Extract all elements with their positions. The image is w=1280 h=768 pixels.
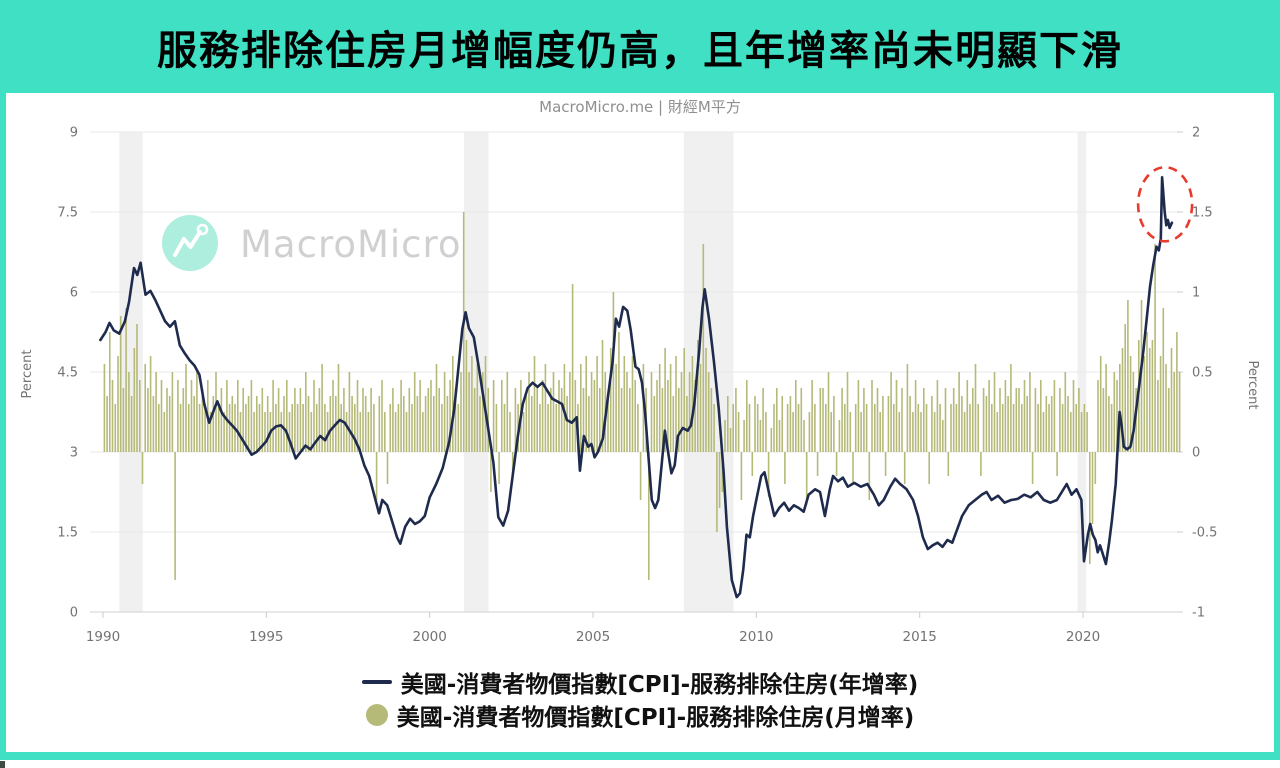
legend-label-mom: 美國-消費者物價指數[CPI]-服務排除住房(月增率) xyxy=(396,705,915,731)
svg-text:0.5: 0.5 xyxy=(1192,366,1213,381)
corner-chip xyxy=(0,761,5,768)
svg-text:Percent: Percent xyxy=(20,350,35,399)
svg-text:6: 6 xyxy=(70,286,78,301)
gridlines xyxy=(90,131,1183,618)
source-caption: MacroMicro.me | 財經M平方 xyxy=(0,96,1280,117)
svg-text:2020: 2020 xyxy=(1066,629,1100,645)
svg-text:0: 0 xyxy=(1192,446,1200,461)
svg-text:-1: -1 xyxy=(1192,606,1205,621)
legend-label-yoy: 美國-消費者物價指數[CPI]-服務排除住房(年增率) xyxy=(400,672,919,698)
card-border-bottom xyxy=(0,752,1280,760)
svg-text:2: 2 xyxy=(1192,126,1200,141)
svg-text:7.5: 7.5 xyxy=(57,206,78,221)
source-text: MacroMicro.me | 財經M平方 xyxy=(539,98,741,116)
svg-text:MacroMicro: MacroMicro xyxy=(240,223,462,266)
title-banner: 服務排除住房月增幅度仍高，且年增率尚未明顯下滑 xyxy=(0,0,1280,93)
legend: 美國-消費者物價指數[CPI]-服務排除住房(年增率) 美國-消費者物價指數[C… xyxy=(0,666,1280,731)
bar-series xyxy=(103,212,1181,580)
svg-text:2000: 2000 xyxy=(412,629,446,645)
svg-text:1.5: 1.5 xyxy=(1192,206,1213,221)
svg-text:1990: 1990 xyxy=(86,629,120,645)
svg-text:1.5: 1.5 xyxy=(57,526,78,541)
svg-text:0: 0 xyxy=(70,606,78,621)
card-border-left xyxy=(0,93,6,752)
highlight-ellipse xyxy=(1136,166,1194,243)
svg-text:1995: 1995 xyxy=(249,629,283,645)
page-title: 服務排除住房月增幅度仍高，且年增率尚未明顯下滑 xyxy=(157,27,1123,74)
axis-labels: 0 1.5 3 4.5 6 7.5 9 -1 -0.5 0 0.5 1 1.5 2 1990 1995 2000… xyxy=(20,126,1260,646)
svg-text:Percent: Percent xyxy=(1245,361,1260,410)
svg-text:3: 3 xyxy=(70,446,78,461)
card-border-right xyxy=(1274,93,1280,752)
svg-text:2005: 2005 xyxy=(576,629,610,645)
svg-text:2010: 2010 xyxy=(739,629,773,645)
svg-text:-0.5: -0.5 xyxy=(1192,526,1217,541)
svg-text:1: 1 xyxy=(1192,286,1200,301)
svg-text:4.5: 4.5 xyxy=(57,366,78,381)
line-series xyxy=(99,176,1174,599)
svg-text:2015: 2015 xyxy=(902,629,936,645)
legend-item-mom[interactable]: 美國-消費者物價指數[CPI]-服務排除住房(月增率) xyxy=(365,699,915,731)
svg-text:9: 9 xyxy=(70,126,78,141)
line-series-icon xyxy=(361,680,392,684)
macromicro-watermark: MacroMicro xyxy=(162,215,462,271)
bar-series-icon xyxy=(365,704,388,726)
legend-item-yoy[interactable]: 美國-消費者物價指數[CPI]-服務排除住房(年增率) xyxy=(361,666,919,698)
